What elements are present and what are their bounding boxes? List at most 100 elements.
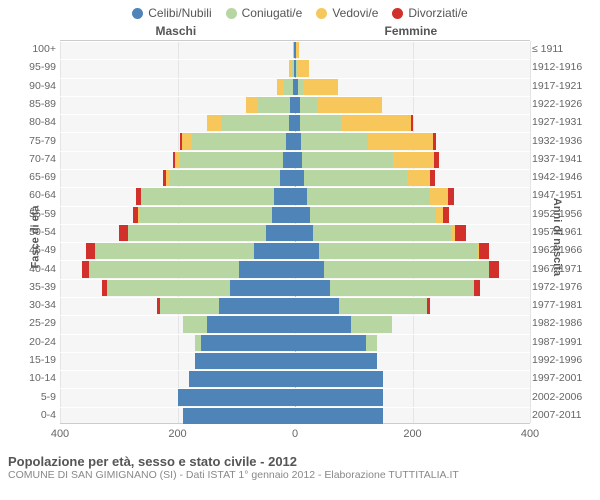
pyramid-row	[60, 41, 530, 59]
ylabel-birth: 1912-1916	[532, 61, 584, 73]
bar-male	[86, 243, 295, 259]
pyramid-row	[60, 187, 530, 205]
segment	[295, 207, 310, 223]
bar-female	[295, 243, 489, 259]
pyramid-row	[60, 96, 530, 114]
segment	[222, 115, 290, 131]
ylabel-birth: 2002-2006	[532, 391, 584, 403]
bar-male	[207, 115, 295, 131]
pyramid-row	[60, 388, 530, 406]
bar-female	[295, 188, 454, 204]
segment	[295, 152, 302, 168]
segment	[178, 389, 296, 405]
segment	[351, 316, 392, 332]
header-female: Femmine	[385, 24, 438, 38]
ylabel-birth: 1972-1976	[532, 281, 584, 293]
segment	[230, 280, 295, 296]
segment	[195, 353, 295, 369]
bar-male	[157, 298, 295, 314]
bar-female	[295, 60, 309, 76]
bar-female	[295, 133, 436, 149]
bar-female	[295, 207, 449, 223]
grid-vertical	[530, 41, 531, 423]
ylabel-birth: 1932-1936	[532, 135, 584, 147]
pyramid-row	[60, 206, 530, 224]
ylabel-birth: 1927-1931	[532, 116, 584, 128]
segment	[169, 170, 281, 186]
bar-female	[295, 97, 382, 113]
segment	[286, 133, 295, 149]
segment	[142, 188, 274, 204]
segment	[82, 261, 89, 277]
pyramid-row	[60, 334, 530, 352]
bar-male	[183, 408, 295, 424]
segment	[393, 152, 434, 168]
bar-male	[183, 316, 295, 332]
ylabel-age: 5-9	[22, 391, 56, 403]
segment	[295, 280, 330, 296]
segment	[119, 225, 128, 241]
segment	[310, 207, 436, 223]
legend-swatch	[316, 8, 327, 19]
segment	[301, 133, 369, 149]
pyramid-row	[60, 242, 530, 260]
segment	[411, 115, 413, 131]
pyramid-row	[60, 78, 530, 96]
segment	[183, 408, 295, 424]
legend-label: Celibi/Nubili	[148, 6, 211, 20]
segment	[192, 133, 286, 149]
ylabel-birth: 1967-1971	[532, 263, 584, 275]
segment	[341, 115, 412, 131]
legend-swatch	[132, 8, 143, 19]
bar-male	[180, 133, 295, 149]
chart-title: Popolazione per età, sesso e stato civil…	[8, 454, 592, 469]
pyramid-row	[60, 114, 530, 132]
pyramid-row	[60, 224, 530, 242]
segment	[201, 335, 295, 351]
segment	[295, 261, 324, 277]
ylabel-age: 80-84	[22, 116, 56, 128]
segment	[139, 207, 271, 223]
ylabel-birth: 1992-1996	[532, 354, 584, 366]
legend-label: Coniugati/e	[242, 6, 303, 20]
segment	[89, 261, 239, 277]
ylabel-birth: 1977-1981	[532, 299, 584, 311]
segment	[339, 298, 427, 314]
bar-male	[246, 97, 295, 113]
segment	[430, 170, 435, 186]
bar-female	[295, 79, 338, 95]
segment	[107, 280, 230, 296]
segment	[160, 298, 219, 314]
segment	[128, 225, 266, 241]
segment	[295, 298, 339, 314]
pyramid-row	[60, 352, 530, 370]
legend-label: Vedovi/e	[332, 6, 378, 20]
ylabel-age: 55-59	[22, 208, 56, 220]
segment	[300, 115, 341, 131]
chart-subtitle: COMUNE DI SAN GIMIGNANO (SI) - Dati ISTA…	[8, 469, 592, 481]
ylabel-age: 70-74	[22, 153, 56, 165]
bar-female	[295, 408, 383, 424]
segment	[303, 79, 338, 95]
xlabel: 0	[292, 428, 298, 440]
segment	[300, 97, 318, 113]
pyramid-row	[60, 315, 530, 333]
segment	[368, 133, 433, 149]
xlabel: 200	[168, 428, 186, 440]
legend-item: Coniugati/e	[226, 6, 303, 20]
legend-swatch	[392, 8, 403, 19]
ylabel-age: 75-79	[22, 135, 56, 147]
bar-male	[136, 188, 295, 204]
segment	[304, 170, 407, 186]
ylabel-birth: 1997-2001	[532, 372, 584, 384]
bar-male	[189, 371, 295, 387]
segment	[295, 316, 351, 332]
bar-male	[102, 280, 295, 296]
pyramid-row	[60, 169, 530, 187]
legend-item: Celibi/Nubili	[132, 6, 211, 20]
segment	[489, 261, 500, 277]
segment	[295, 389, 383, 405]
bar-male	[173, 152, 295, 168]
segment	[313, 225, 451, 241]
segment	[180, 152, 283, 168]
